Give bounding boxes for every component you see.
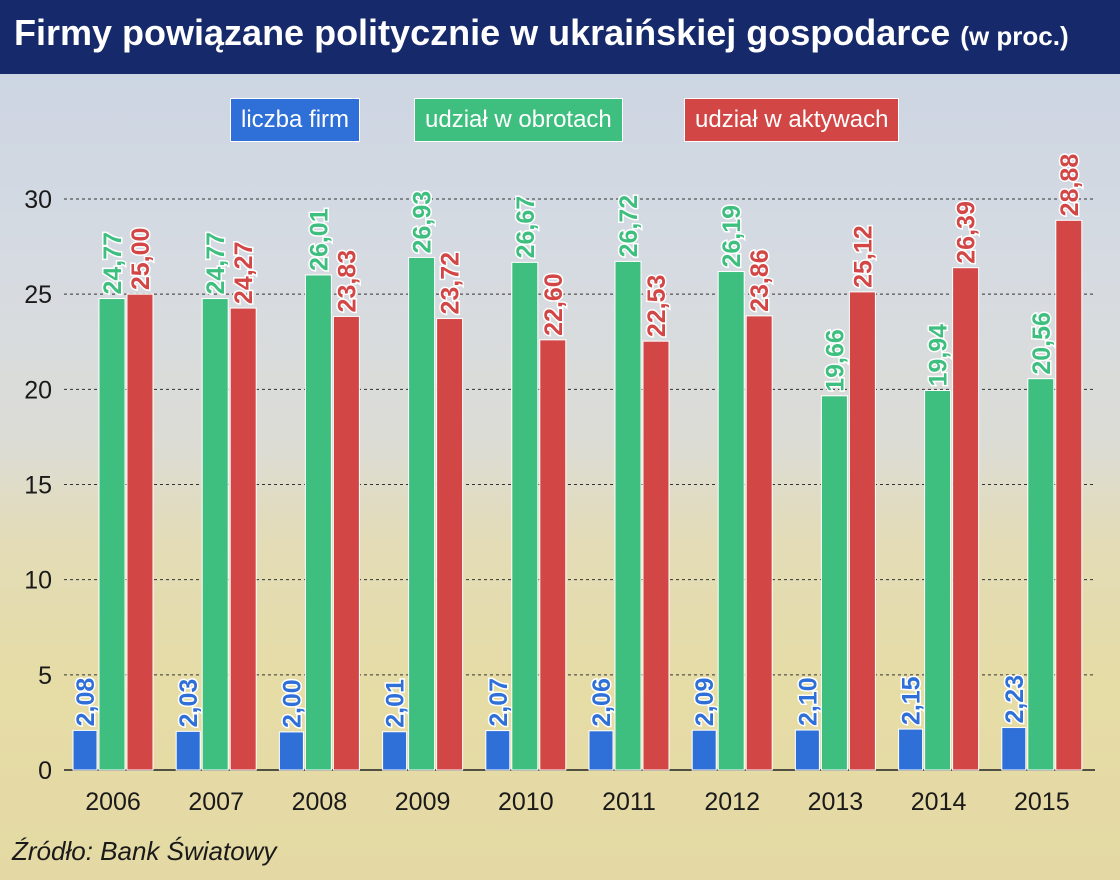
- data-label: 24,77: [202, 232, 230, 295]
- chart-subtitle: (w proc.): [960, 21, 1069, 51]
- legend-item-udzial-w-aktywach: udział w aktywach: [684, 98, 900, 142]
- data-label: 25,12: [849, 225, 877, 288]
- data-label: 25,00: [127, 228, 155, 291]
- data-label: 2,07: [485, 678, 513, 727]
- x-tick-label: 2006: [85, 788, 141, 816]
- bar-liczba-firm-2007: [175, 730, 201, 771]
- data-label: 2,15: [898, 676, 926, 725]
- bar-udział-w-obrotach-2011: [614, 260, 642, 771]
- bar-udział-w-obrotach-2010: [511, 261, 539, 771]
- bar-udział-w-obrotach-2007: [201, 298, 229, 771]
- y-tick-label: 5: [38, 662, 52, 690]
- x-tick-label: 2009: [395, 788, 451, 816]
- data-label: 2,01: [382, 679, 410, 728]
- bar-udział-w-aktywach-2009: [436, 318, 464, 771]
- data-label: 2,03: [175, 679, 203, 728]
- data-label: 24,27: [230, 241, 258, 304]
- bar-udział-w-aktywach-2007: [229, 307, 257, 771]
- bar-udział-w-obrotach-2009: [408, 256, 436, 771]
- y-tick-label: 10: [24, 567, 52, 595]
- data-label: 19,66: [821, 329, 849, 392]
- data-label: 2,09: [691, 678, 719, 727]
- y-tick-label: 0: [38, 757, 52, 785]
- bar-udział-w-obrotach-2013: [820, 395, 848, 771]
- bar-udział-w-obrotach-2006: [98, 298, 126, 771]
- bar-liczba-firm-2011: [588, 730, 614, 771]
- data-label: 2,08: [72, 678, 100, 727]
- chart-title: Firmy powiązane politycznie w ukraińskie…: [14, 12, 1069, 54]
- x-tick-label: 2007: [188, 788, 244, 816]
- y-tick-label: 30: [24, 186, 52, 214]
- data-label: 26,39: [953, 201, 981, 264]
- data-label: 23,83: [333, 250, 361, 313]
- bar-udział-w-aktywach-2015: [1055, 219, 1083, 771]
- x-tick-label: 2015: [1014, 788, 1070, 816]
- data-label: 26,01: [305, 208, 333, 271]
- bar-udział-w-aktywach-2008: [332, 315, 360, 771]
- x-tick-label: 2010: [498, 788, 554, 816]
- data-label: 23,72: [437, 252, 465, 315]
- data-label: 26,93: [409, 191, 437, 254]
- bar-udział-w-obrotach-2015: [1027, 378, 1055, 771]
- bar-udział-w-aktywach-2014: [952, 267, 980, 771]
- data-label: 2,00: [278, 679, 306, 728]
- source-note: Źródło: Bank Światowy: [12, 836, 277, 866]
- bar-liczba-firm-2010: [485, 730, 511, 771]
- bar-udział-w-obrotach-2012: [717, 271, 745, 771]
- x-tick-label: 2014: [911, 788, 967, 816]
- bar-udział-w-aktywach-2012: [745, 315, 773, 771]
- bar-udział-w-obrotach-2014: [924, 389, 952, 771]
- y-tick-label: 15: [24, 472, 52, 500]
- data-label: 22,53: [643, 275, 671, 338]
- title-bar: Firmy powiązane politycznie w ukraińskie…: [0, 0, 1120, 74]
- legend-item-liczba-firm: liczba firm: [230, 98, 361, 142]
- bar-liczba-firm-2014: [898, 728, 924, 771]
- data-label: 28,88: [1056, 154, 1084, 217]
- data-label: 26,19: [718, 205, 746, 268]
- legend-item-udzial-w-obrotach: udział w obrotach: [414, 98, 623, 142]
- bar-liczba-firm-2012: [691, 729, 717, 771]
- x-tick-label: 2011: [602, 788, 656, 816]
- data-label: 2,10: [794, 677, 822, 726]
- y-tick-label: 25: [24, 281, 52, 309]
- bar-udział-w-obrotach-2008: [304, 274, 332, 771]
- x-tick-label: 2008: [292, 788, 348, 816]
- bar-udział-w-aktywach-2011: [642, 340, 670, 771]
- data-label: 22,60: [540, 273, 568, 336]
- bar-liczba-firm-2008: [278, 731, 304, 771]
- chart-title-text: Firmy powiązane politycznie w ukraińskie…: [14, 12, 951, 53]
- bar-liczba-firm-2015: [1001, 727, 1027, 771]
- bar-udział-w-aktywach-2010: [539, 339, 567, 771]
- data-label: 23,86: [746, 249, 774, 312]
- data-label: 19,94: [925, 324, 953, 387]
- data-label: 26,67: [512, 196, 540, 259]
- bar-liczba-firm-2013: [794, 729, 820, 771]
- bar-udział-w-aktywach-2006: [126, 293, 154, 771]
- y-tick-label: 20: [24, 376, 52, 404]
- data-label: 20,56: [1028, 312, 1056, 375]
- data-label: 2,06: [588, 678, 616, 727]
- x-tick-label: 2013: [808, 788, 864, 816]
- data-label: 24,77: [99, 232, 127, 295]
- data-label: 2,23: [1001, 675, 1029, 724]
- bar-liczba-firm-2009: [382, 731, 408, 771]
- data-label: 26,72: [615, 195, 643, 258]
- x-tick-label: 2012: [704, 788, 760, 816]
- bar-udział-w-aktywach-2013: [848, 291, 876, 771]
- bar-liczba-firm-2006: [72, 729, 98, 771]
